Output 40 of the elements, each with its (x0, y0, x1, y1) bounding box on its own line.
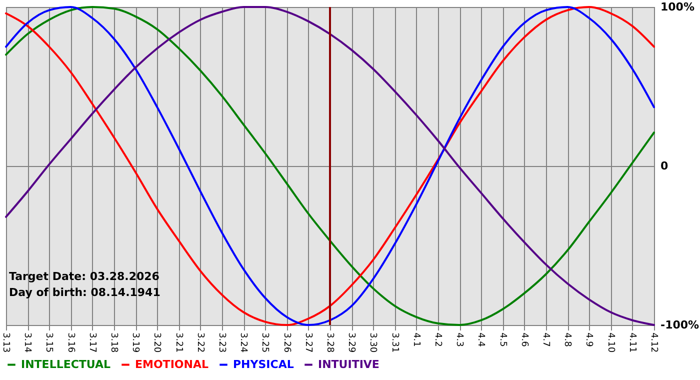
x-tick-label: 4.5 (497, 332, 508, 347)
x-tick-label: 3.31 (389, 332, 400, 353)
y-tick-label: 0 (660, 160, 668, 172)
x-tick-label: 3.15 (44, 332, 54, 353)
x-tick-label: 3.29 (346, 332, 356, 353)
x-tick-label: 3.28 (324, 332, 334, 353)
x-tick-label: 3.30 (368, 332, 378, 353)
legend-label: INTELLECTUAL (21, 358, 111, 371)
x-tick-label: 3.21 (173, 332, 184, 353)
x-tick-label: 3.14 (22, 332, 32, 353)
x-tick-label: 4.1 (410, 332, 421, 347)
x-tick-label: 4.11 (626, 332, 637, 353)
y-tick-label: 100% (660, 0, 694, 14)
x-tick-label: 4.9 (584, 332, 594, 348)
x-tick-label: 3.23 (216, 332, 226, 353)
x-tick-label: 3.26 (281, 332, 292, 353)
x-tick-label: 4.2 (432, 332, 442, 347)
legend-label: INTUITIVE (318, 358, 380, 371)
x-tick-label: 4.3 (454, 332, 464, 347)
x-tick-label: 3.19 (130, 332, 140, 353)
x-tick-label: 4.8 (562, 332, 572, 348)
x-tick-label: 3.16 (65, 332, 76, 353)
x-tick-label: 3.18 (108, 332, 118, 353)
x-tick-label: 3.17 (86, 332, 97, 353)
annotation: Target Date: 03.28.2026 (9, 270, 160, 283)
annotation: Day of birth: 08.14.1941 (9, 286, 160, 299)
legend-label: PHYSICAL (233, 358, 294, 371)
x-tick-label: 3.24 (238, 332, 248, 353)
y-tick-label: -100% (660, 318, 700, 332)
x-tick-label: 3.13 (0, 332, 10, 353)
x-tick-label: 3.22 (194, 332, 205, 353)
x-tick-label: 4.6 (518, 332, 529, 348)
x-tick-label: 3.27 (302, 332, 313, 353)
legend-label: EMOTIONAL (135, 358, 208, 371)
x-tick-label: 4.12 (648, 332, 658, 353)
x-tick-label: 4.7 (540, 332, 550, 347)
x-tick-label: 3.20 (152, 332, 162, 353)
x-tick-label: 3.25 (260, 332, 270, 353)
x-tick-label: 4.10 (605, 332, 616, 353)
x-tick-label: 4.4 (476, 332, 486, 348)
